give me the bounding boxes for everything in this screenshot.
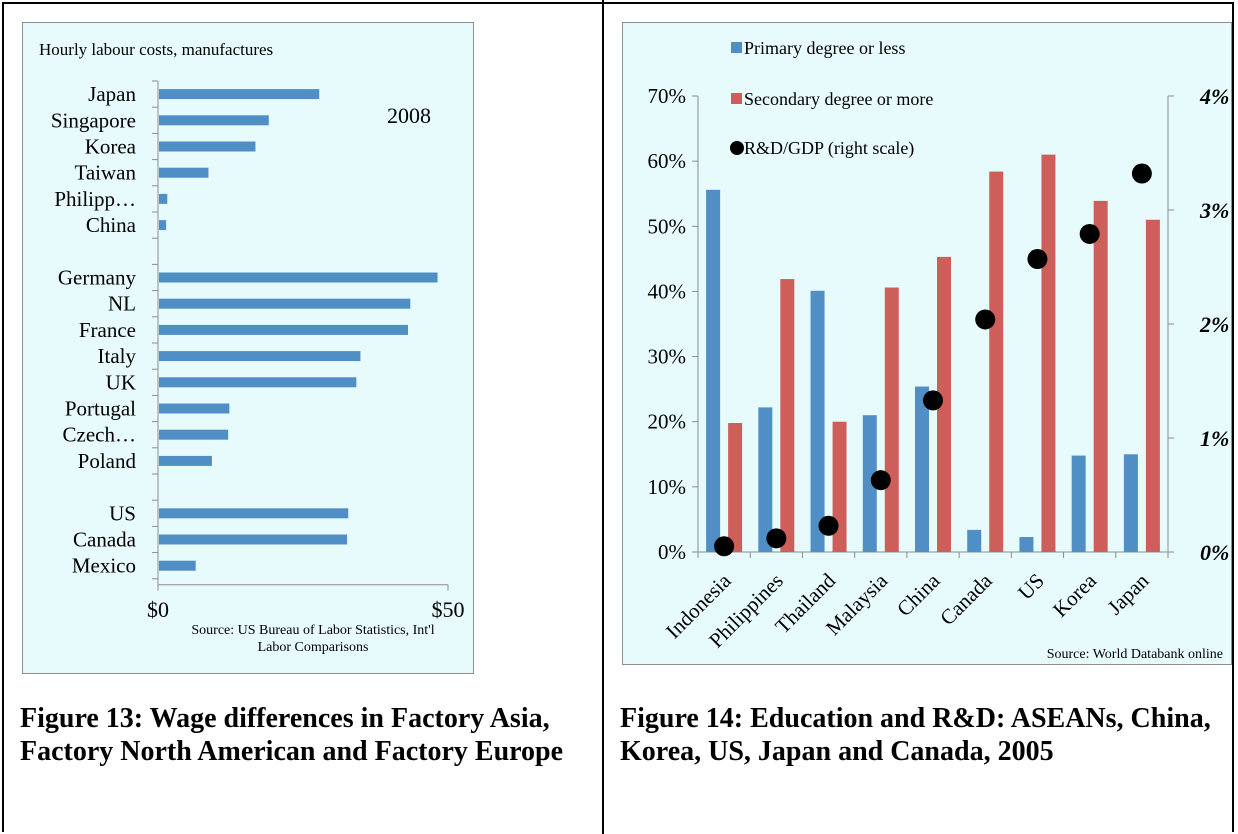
wage-bar-uk bbox=[159, 377, 357, 388]
wage-chart-label-us: US bbox=[109, 501, 136, 525]
rd-dot-malaysia bbox=[870, 470, 891, 491]
education-chart: 0% 10% 20% 30% 40% 50% 60% 70% 0% 1% 2% 3% 4% Primar… bbox=[648, 38, 1230, 662]
wage-chart-x-tick-label: $50 bbox=[432, 597, 465, 622]
figure-14-caption: Figure 14: Education and R&D: ASEANs, Ch… bbox=[620, 703, 1211, 767]
wage-bar-france bbox=[159, 324, 408, 335]
education-chart-left-tick-label: 30% bbox=[648, 345, 687, 369]
rd-dot-japan bbox=[1131, 163, 1152, 184]
primary-bar-japan bbox=[1123, 454, 1138, 552]
wage-chart-source: Source: US Bureau of Labor Statistics, I… bbox=[191, 623, 434, 655]
legend-label-r-d-gdp-right-scale: R&D/GDP (right scale) bbox=[744, 138, 914, 159]
education-chart-x-label-korea: Korea bbox=[1048, 568, 1102, 622]
wage-bar-korea bbox=[159, 141, 256, 152]
wage-chart-label-philipp: Philipp… bbox=[54, 187, 136, 211]
wage-chart-label-china: China bbox=[86, 213, 137, 237]
education-chart-source: Source: World Databank online bbox=[1047, 647, 1223, 662]
wage-bar-taiwan bbox=[159, 167, 209, 178]
education-chart-left-tick-label: 60% bbox=[648, 149, 687, 173]
primary-bar-china bbox=[915, 386, 929, 552]
rd-dot-canada bbox=[975, 309, 996, 330]
wage-chart-label-mexico: Mexico bbox=[72, 554, 136, 578]
wage-chart-label-singapore: Singapore bbox=[51, 108, 136, 132]
education-chart-left-tick-label: 70% bbox=[648, 84, 687, 108]
education-chart-x-label-japan: Japan bbox=[1103, 568, 1154, 619]
wage-chart-label-canada: Canada bbox=[73, 528, 137, 552]
primary-bar-korea bbox=[1071, 455, 1086, 552]
primary-bar-thailand bbox=[810, 290, 825, 552]
wage-chart-label-portugal: Portugal bbox=[65, 397, 136, 421]
legend-swatch-r-d-gdp-right-scale bbox=[730, 141, 744, 155]
wage-chart-label-korea: Korea bbox=[85, 135, 137, 159]
wage-chart-label-japan: Japan bbox=[88, 82, 136, 106]
secondary-bar-indonesia bbox=[728, 423, 743, 552]
education-chart-right-tick-label: 0% bbox=[1200, 540, 1229, 565]
rd-dot-us bbox=[1027, 249, 1048, 270]
secondary-bar-philippines bbox=[780, 279, 795, 552]
wage-chart: Hourly labour costs, manufactures 2008 J… bbox=[39, 40, 465, 655]
wage-chart-label-france: France bbox=[79, 318, 136, 342]
education-chart-right-tick-label: 2% bbox=[1199, 312, 1229, 337]
primary-bar-canada bbox=[967, 529, 982, 552]
wage-bar-us bbox=[159, 508, 349, 519]
education-chart-left-tick-label: 20% bbox=[648, 410, 687, 434]
rd-dot-china bbox=[923, 390, 943, 411]
legend-swatch-primary-degree-or-less bbox=[731, 42, 742, 53]
figure-13-caption: Figure 13: Wage differences in Factory A… bbox=[20, 703, 564, 767]
wage-chart-panel: Hourly labour costs, manufactures 2008 J… bbox=[22, 22, 474, 674]
education-chart-left-tick-label: 10% bbox=[648, 475, 687, 499]
primary-bar-philippines bbox=[758, 407, 773, 552]
legend-label-secondary-degree-or-more: Secondary degree or more bbox=[744, 89, 933, 109]
education-chart-right-tick-label: 4% bbox=[1199, 84, 1229, 109]
wage-bar-poland bbox=[159, 455, 212, 466]
wage-chart-label-germany: Germany bbox=[58, 266, 137, 290]
education-chart-left-tick-label: 50% bbox=[648, 214, 687, 238]
wage-chart-title: Hourly labour costs, manufactures bbox=[39, 40, 273, 59]
wage-chart-label-czech: Czech… bbox=[63, 423, 136, 447]
secondary-bar-china bbox=[937, 256, 951, 552]
wage-bar-nl bbox=[159, 298, 411, 309]
wage-bar-portugal bbox=[159, 403, 230, 414]
wage-chart-label-nl: NL bbox=[108, 292, 136, 316]
wage-chart-label-uk: UK bbox=[106, 370, 136, 394]
secondary-bar-malaysia bbox=[884, 287, 899, 552]
secondary-bar-us bbox=[1041, 154, 1056, 552]
wage-bar-china bbox=[159, 220, 167, 231]
wage-bar-singapore bbox=[159, 115, 269, 126]
column-divider bbox=[602, 0, 604, 834]
rd-dot-philippines bbox=[766, 528, 787, 549]
legend-label-primary-degree-or-less: Primary degree or less bbox=[744, 38, 905, 58]
secondary-bar-korea bbox=[1093, 200, 1108, 552]
primary-bar-indonesia bbox=[706, 189, 721, 552]
wage-chart-year-annotation: 2008 bbox=[387, 103, 431, 128]
wage-bar-mexico bbox=[159, 560, 196, 571]
education-chart-left-tick-label: 0% bbox=[658, 540, 686, 564]
education-chart-panel: 0% 10% 20% 30% 40% 50% 60% 70% 0% 1% 2% 3% 4% Primar… bbox=[622, 22, 1232, 665]
primary-bar-us bbox=[1019, 537, 1034, 552]
wage-bar-philipp bbox=[159, 193, 168, 204]
education-chart-right-tick-label: 1% bbox=[1200, 426, 1229, 451]
education-chart-left-tick-label: 40% bbox=[648, 279, 687, 303]
primary-bar-malaysia bbox=[862, 415, 877, 552]
education-chart-right-tick-label: 3% bbox=[1199, 198, 1229, 223]
education-chart-x-label-canada: Canada bbox=[935, 568, 997, 630]
wage-bar-czech bbox=[159, 429, 229, 440]
education-chart-x-label-us: US bbox=[1013, 569, 1049, 605]
wage-bar-germany bbox=[159, 272, 438, 283]
wage-chart-x-tick-label: $0 bbox=[147, 597, 169, 622]
wage-chart-label-taiwan: Taiwan bbox=[74, 161, 136, 185]
legend-swatch-secondary-degree-or-more bbox=[731, 93, 742, 104]
rd-dot-indonesia bbox=[714, 536, 735, 557]
wage-chart-label-poland: Poland bbox=[78, 449, 137, 473]
secondary-bar-japan bbox=[1145, 219, 1160, 552]
rd-dot-korea bbox=[1079, 223, 1100, 244]
wage-bar-japan bbox=[159, 89, 320, 100]
secondary-bar-canada bbox=[989, 171, 1004, 552]
wage-bar-italy bbox=[159, 351, 361, 362]
rd-dot-thailand bbox=[818, 515, 839, 536]
wage-bar-canada bbox=[159, 534, 348, 545]
wage-chart-label-italy: Italy bbox=[98, 344, 137, 368]
